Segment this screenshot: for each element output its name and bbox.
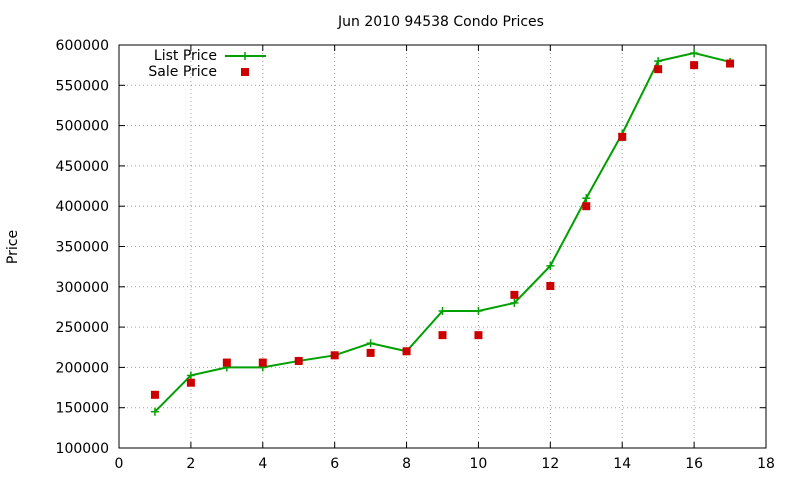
sale-price-point [726, 59, 735, 68]
sale-price-point [510, 290, 519, 299]
sale-price-point [438, 331, 447, 340]
x-tick-label: 0 [115, 456, 124, 472]
sale-price-point [186, 378, 195, 387]
y-tick-label: 350000 [56, 240, 109, 256]
list-price-point [186, 371, 195, 380]
sale-price-point [582, 202, 591, 211]
list-price-line [154, 52, 731, 413]
axis-ticks [118, 44, 767, 449]
sale-price-point [402, 347, 411, 356]
legend-label-list-price: List Price [154, 48, 217, 64]
y-tick-label: 600000 [56, 38, 109, 54]
sale-price-point [366, 348, 375, 357]
legend-label-sale-price: Sale Price [148, 64, 217, 80]
x-tick-label: 10 [470, 456, 488, 472]
list-price-point [510, 298, 519, 307]
y-tick-label: 300000 [56, 280, 109, 296]
y-axis-label: Price [5, 230, 21, 264]
sale-price-point [222, 358, 231, 367]
grid-lines [119, 45, 766, 448]
sale-price-point [474, 331, 483, 340]
y-tick-label: 250000 [56, 320, 109, 336]
x-tick-label: 12 [541, 456, 559, 472]
sale-price-point [258, 358, 267, 367]
x-tick-label: 6 [330, 456, 339, 472]
y-tick-label: 450000 [56, 159, 109, 175]
list-price-point [546, 261, 555, 270]
list-price-point [582, 194, 591, 203]
y-tick-label: 150000 [56, 401, 109, 417]
sale-price-point [150, 390, 159, 399]
sale-price-point [690, 61, 699, 70]
tick-labels: 0 2 4 6 8 10 12 14 16 18 100000 150000 200000 250000 3… [56, 38, 775, 472]
plot-frame [118, 44, 767, 449]
list-price-point [690, 49, 699, 58]
sale-price-point [294, 356, 303, 365]
y-tick-label: 100000 [56, 441, 109, 457]
list-price-point [366, 339, 375, 348]
legend-marker-sale-price [241, 68, 249, 76]
sale-price-point [618, 132, 627, 141]
x-tick-label: 18 [757, 456, 775, 472]
y-tick-label: 500000 [56, 119, 109, 135]
list-price-point [438, 306, 447, 315]
sale-price-point [654, 65, 663, 74]
sale-price-point [546, 281, 555, 290]
y-tick-label: 400000 [56, 199, 109, 215]
x-tick-label: 14 [613, 456, 631, 472]
chart-title: Jun 2010 94538 Condo Prices [337, 14, 544, 30]
sale-price-point [330, 351, 339, 360]
list-price-point [150, 407, 159, 416]
x-tick-label: 8 [402, 456, 411, 472]
list-price-point [474, 306, 483, 315]
x-tick-label: 16 [685, 456, 703, 472]
x-tick-label: 4 [258, 456, 267, 472]
data-series [150, 49, 735, 416]
y-tick-label: 200000 [56, 360, 109, 376]
list-price-point [654, 57, 663, 66]
y-tick-label: 550000 [56, 78, 109, 94]
x-tick-label: 2 [186, 456, 195, 472]
